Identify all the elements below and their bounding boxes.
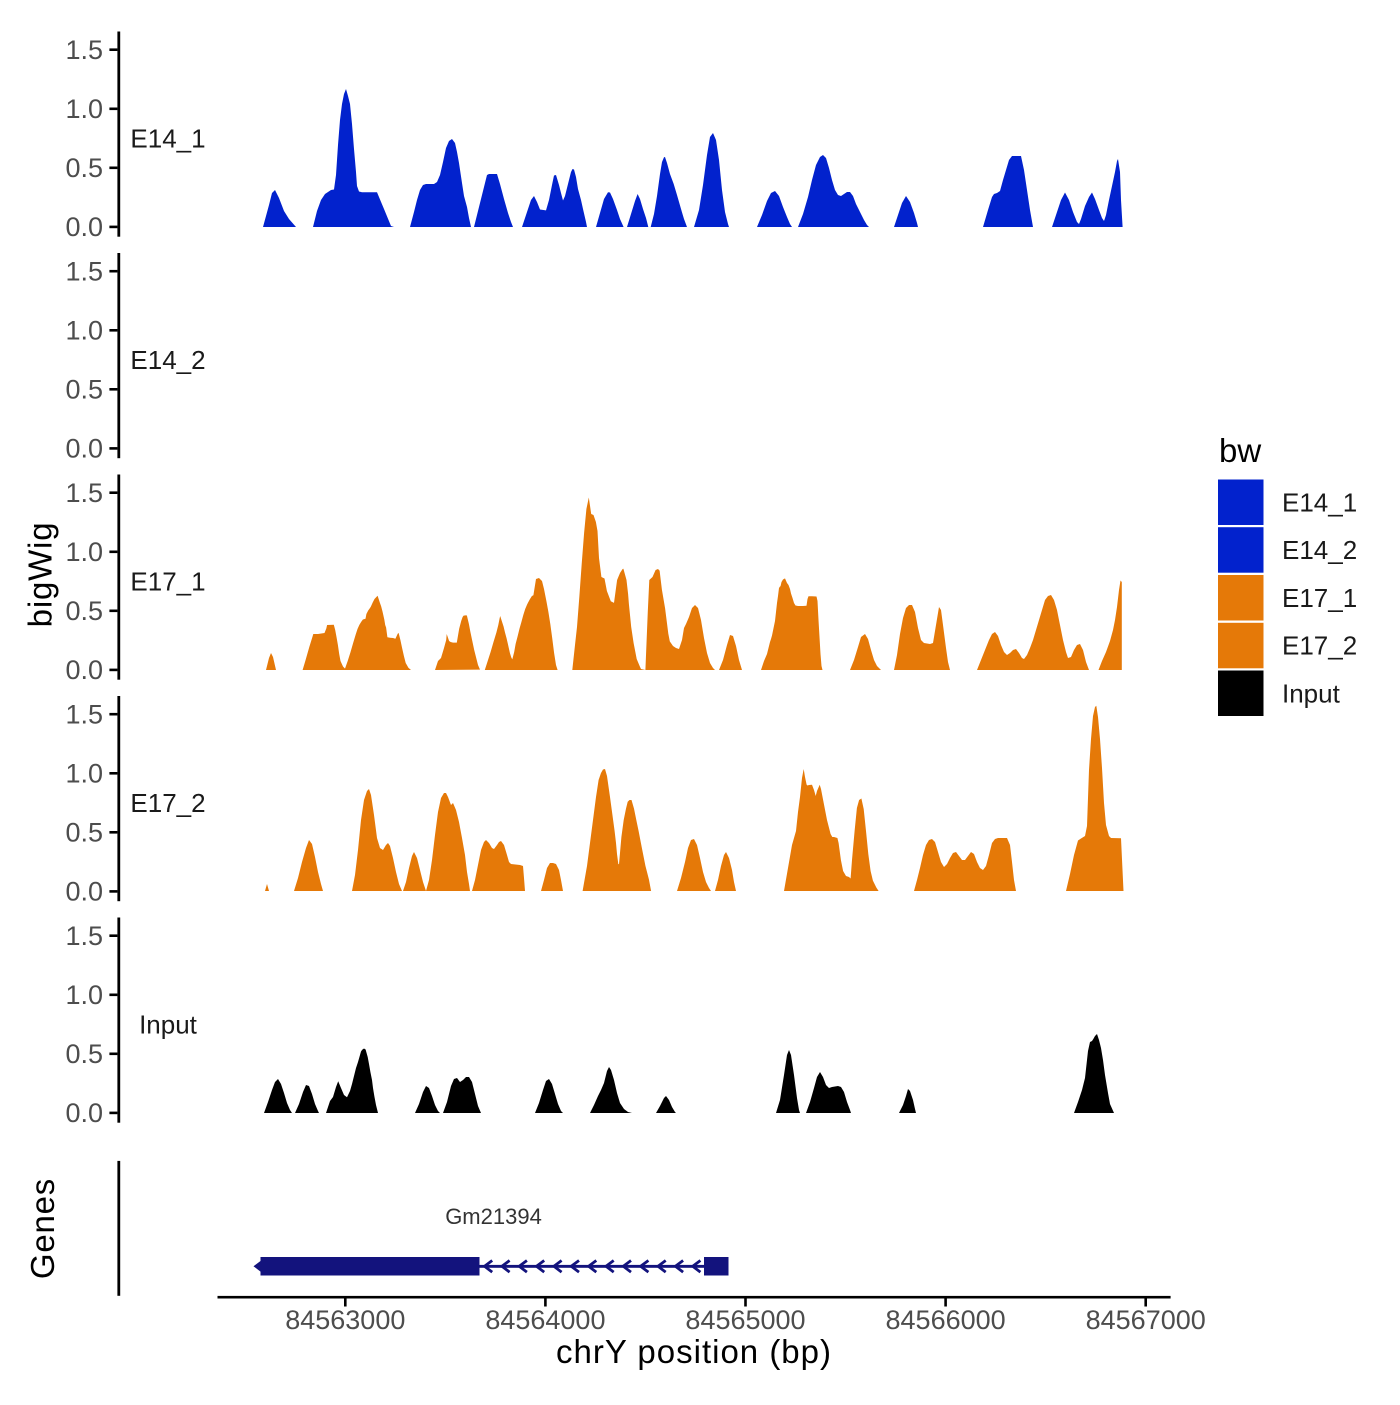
svg-text:0.0: 0.0: [65, 877, 103, 907]
svg-text:0.0: 0.0: [65, 655, 103, 685]
svg-text:0.5: 0.5: [65, 375, 103, 405]
svg-text:E17_1: E17_1: [1282, 583, 1357, 613]
svg-text:chrY position (bp): chrY position (bp): [556, 1333, 832, 1370]
svg-text:E17_2: E17_2: [130, 788, 205, 818]
svg-text:0.5: 0.5: [65, 1039, 103, 1069]
svg-text:Input: Input: [1282, 679, 1341, 709]
svg-text:1.0: 1.0: [65, 980, 103, 1010]
svg-text:1.0: 1.0: [65, 537, 103, 567]
svg-text:0.5: 0.5: [65, 818, 103, 848]
svg-text:84564000: 84564000: [485, 1305, 605, 1335]
svg-text:bigWig: bigWig: [22, 522, 59, 628]
svg-text:Input: Input: [139, 1010, 198, 1040]
svg-text:84565000: 84565000: [685, 1305, 805, 1335]
svg-text:1.0: 1.0: [65, 94, 103, 124]
svg-text:E14_1: E14_1: [1282, 487, 1357, 517]
svg-text:Genes: Genes: [24, 1178, 61, 1279]
svg-text:E14_2: E14_2: [130, 345, 205, 375]
svg-text:1.5: 1.5: [65, 478, 103, 508]
svg-text:0.0: 0.0: [65, 434, 103, 464]
svg-text:1.0: 1.0: [65, 759, 103, 789]
svg-text:0.5: 0.5: [65, 153, 103, 183]
svg-text:0.0: 0.0: [65, 1098, 103, 1128]
svg-text:1.0: 1.0: [65, 316, 103, 346]
svg-text:E14_1: E14_1: [130, 124, 205, 154]
svg-text:0.0: 0.0: [65, 212, 103, 242]
svg-text:1.5: 1.5: [65, 257, 103, 287]
svg-text:1.5: 1.5: [65, 921, 103, 951]
svg-text:84563000: 84563000: [285, 1305, 405, 1335]
svg-text:bw: bw: [1219, 432, 1261, 469]
svg-text:1.5: 1.5: [65, 700, 103, 730]
svg-text:E14_2: E14_2: [1282, 535, 1357, 565]
svg-text:Gm21394: Gm21394: [445, 1204, 542, 1229]
svg-text:E17_2: E17_2: [1282, 631, 1357, 661]
svg-text:84567000: 84567000: [1086, 1305, 1206, 1335]
svg-text:1.5: 1.5: [65, 35, 103, 65]
svg-text:84566000: 84566000: [886, 1305, 1006, 1335]
svg-text:0.5: 0.5: [65, 596, 103, 626]
svg-text:E17_1: E17_1: [130, 567, 205, 597]
